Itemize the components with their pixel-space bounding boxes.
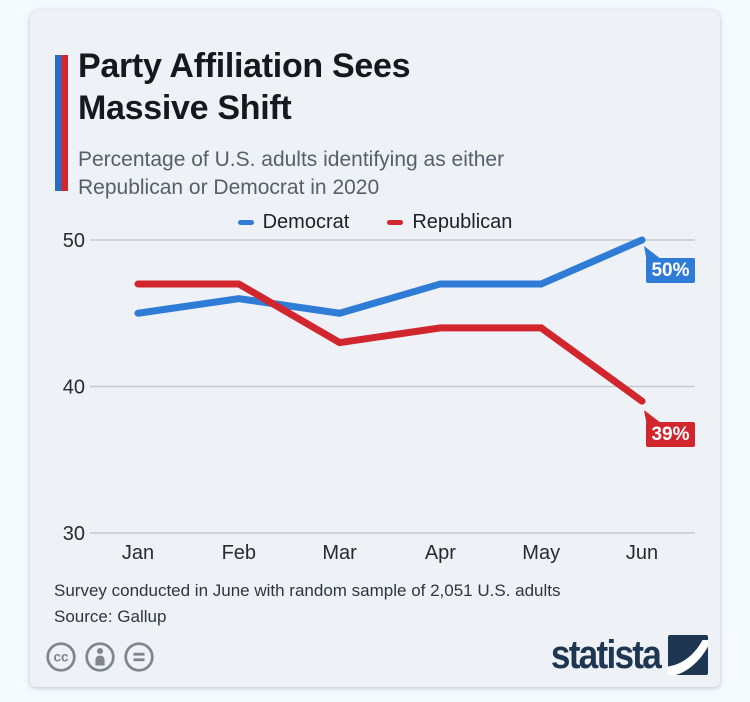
republican-value-label: 39% (651, 423, 690, 445)
equals-icon[interactable] (123, 641, 155, 673)
democrat-value-label: 50% (651, 259, 690, 281)
statista-logo-mark-icon (668, 635, 708, 675)
x-tick-label: Mar (322, 542, 357, 564)
page-title: Party Affiliation Sees Massive Shift (78, 47, 411, 127)
cc-icon[interactable]: cc (45, 641, 77, 673)
democrat-legend-marker-icon (237, 220, 254, 225)
accent-bar (55, 55, 68, 191)
statista-logo[interactable]: statista (536, 634, 708, 676)
y-tick-label: 50 (63, 230, 85, 252)
x-tick-label: May (522, 542, 560, 564)
chart-legend: Democrat Republican (30, 211, 720, 234)
statista-wordmark: statista (550, 633, 662, 677)
footer: Survey conducted in June with random sam… (54, 578, 561, 630)
y-tick-label: 30 (63, 523, 85, 545)
line-chart: 50 40 30 Jan Feb Mar Apr May Jun (63, 230, 695, 564)
attribution-icon[interactable] (84, 641, 116, 673)
x-tick-label: Jun (626, 542, 658, 564)
republican-value-callout: 39% (644, 410, 695, 447)
survey-note: Survey conducted in June with random sam… (54, 581, 561, 600)
republican-line (134, 280, 646, 405)
x-tick-label: Feb (222, 542, 256, 564)
y-tick-label: 40 (63, 377, 85, 399)
chart-card: Party Affiliation Sees Massive Shift Per… (30, 10, 720, 687)
page-subtitle: Percentage of U.S. adults identifying as… (78, 148, 505, 199)
legend-item-republican: Republican (387, 211, 512, 234)
license-icons: cc (45, 641, 155, 673)
democrat-line (134, 236, 646, 317)
x-tick-label: Apr (425, 542, 456, 564)
x-tick-label: Jan (122, 542, 154, 564)
source-note: Source: Gallup (54, 607, 167, 626)
legend-item-democrat: Democrat (237, 211, 350, 234)
legend-label-republican: Republican (412, 211, 513, 233)
republican-legend-marker-icon (387, 220, 404, 225)
svg-text:cc: cc (53, 650, 69, 665)
democrat-value-callout: 50% (644, 246, 695, 283)
legend-label-democrat: Democrat (262, 211, 350, 233)
